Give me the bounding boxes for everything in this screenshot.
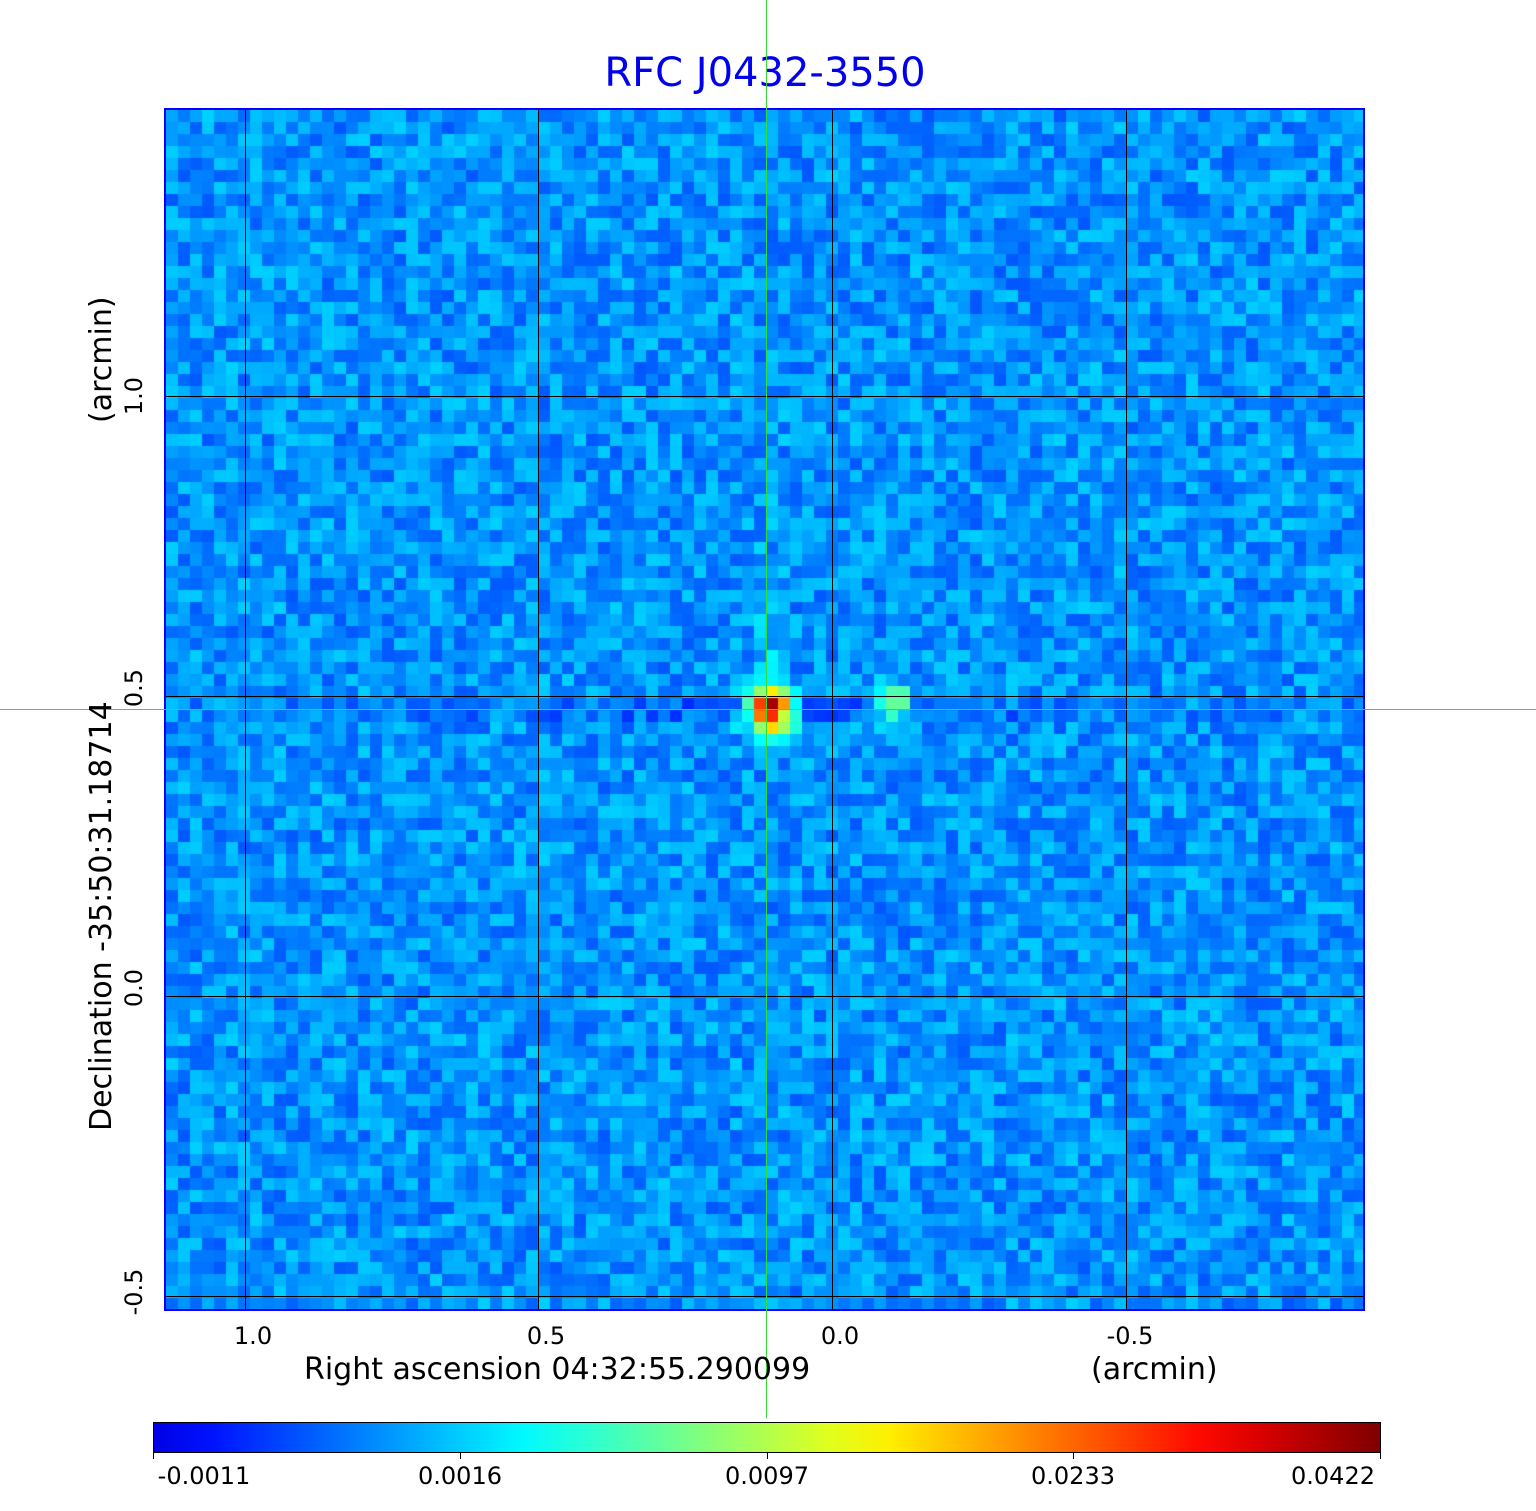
- colorbar-label: 0.0097: [725, 1462, 809, 1490]
- colorbar-label: 0.0422: [1291, 1462, 1375, 1490]
- x-tick-label: 1.0: [233, 1322, 273, 1350]
- y-axis-unit: (arcmin): [84, 296, 119, 423]
- x-tick-label: 0.5: [526, 1322, 566, 1350]
- colorbar-tick: [767, 1453, 768, 1459]
- y-tick-label: 0.5: [120, 668, 148, 708]
- colorbar-tick: [153, 1453, 154, 1459]
- y-tick-label: 1.0: [120, 376, 148, 416]
- crosshair-vertical: [766, 0, 767, 1418]
- x-axis-label: Right ascension 04:32:55.290099: [304, 1352, 811, 1387]
- colorbar-label: -0.0011: [157, 1462, 251, 1490]
- grid-line-y-1.0: [166, 396, 1363, 397]
- colorbar-tick: [1073, 1453, 1074, 1459]
- colorbar: [153, 1422, 1381, 1453]
- x-tick-label: -0.5: [1106, 1322, 1154, 1350]
- crosshair-horizontal: [0, 709, 1536, 710]
- grid-line-y--0.5: [166, 1296, 1363, 1297]
- x-axis-unit: (arcmin): [1091, 1352, 1218, 1387]
- colorbar-label: 0.0233: [1031, 1462, 1115, 1490]
- y-tick-label: 0.0: [120, 968, 148, 1008]
- y-axis-label: Declination -35:50:31.18714: [84, 701, 119, 1131]
- grid-line-y-0.0: [166, 996, 1363, 997]
- y-tick-label: -0.5: [120, 1268, 148, 1316]
- colorbar-tick: [1380, 1453, 1381, 1459]
- x-tick-label: 0.0: [820, 1322, 860, 1350]
- colorbar-label: 0.0016: [418, 1462, 502, 1490]
- chart-title: RFC J0432-3550: [604, 50, 926, 96]
- colorbar-tick: [460, 1453, 461, 1459]
- grid-line-y-0.5: [166, 696, 1363, 697]
